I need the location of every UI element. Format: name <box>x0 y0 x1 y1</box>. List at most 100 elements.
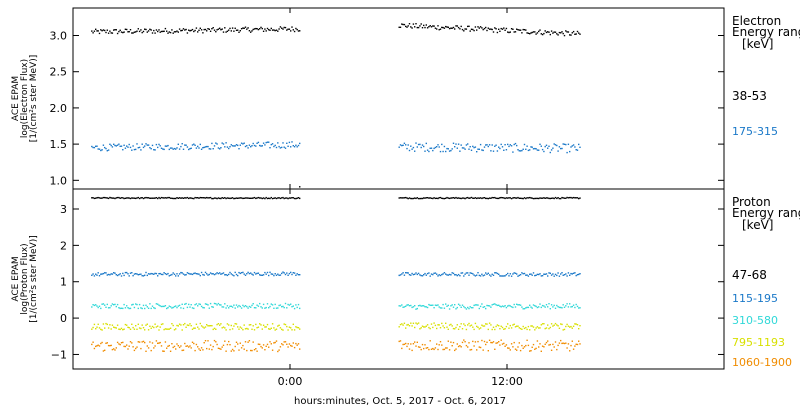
data-point <box>574 345 576 347</box>
data-point <box>548 344 550 346</box>
data-point <box>574 272 576 274</box>
data-point <box>163 305 165 308</box>
data-point <box>426 272 429 275</box>
data-point <box>166 347 168 349</box>
data-point <box>151 325 154 328</box>
data-point <box>155 197 158 199</box>
data-point <box>448 197 451 200</box>
data-point <box>566 323 568 326</box>
data-point <box>147 347 150 349</box>
data-point <box>419 346 421 348</box>
data-point <box>194 272 196 274</box>
data-point <box>452 142 455 144</box>
data-point <box>492 150 495 152</box>
data-point <box>255 197 257 200</box>
data-point <box>508 145 510 148</box>
data-point <box>556 274 558 277</box>
data-point <box>406 26 408 28</box>
y-axis-label: log(Proton Flux) <box>20 243 30 314</box>
data-point <box>215 197 217 199</box>
data-point <box>402 144 404 146</box>
data-point <box>544 197 546 199</box>
data-point <box>538 346 540 348</box>
data-point <box>532 343 535 346</box>
data-point <box>290 303 292 305</box>
data-point <box>93 304 96 307</box>
data-point <box>499 305 501 307</box>
data-point <box>402 23 404 26</box>
data-point <box>544 343 546 345</box>
data-point <box>455 348 457 350</box>
data-point <box>443 145 446 148</box>
data-point <box>543 273 545 275</box>
data-point <box>193 342 195 345</box>
data-point <box>543 305 545 307</box>
data-point <box>483 27 486 30</box>
data-point <box>299 348 301 350</box>
data-point <box>474 146 477 148</box>
data-point <box>277 142 279 144</box>
data-point <box>215 31 217 33</box>
data-point <box>562 342 564 344</box>
data-point <box>401 144 403 147</box>
data-point <box>482 149 484 152</box>
data-point <box>234 27 236 29</box>
data-point <box>521 149 523 152</box>
data-point <box>222 197 225 199</box>
data-point <box>154 272 156 275</box>
data-point <box>197 346 199 348</box>
data-point <box>436 343 438 345</box>
data-point <box>465 308 468 310</box>
data-point <box>535 148 537 150</box>
data-point <box>448 349 451 351</box>
data-point <box>488 339 491 341</box>
data-point <box>406 345 408 348</box>
data-point <box>159 341 161 344</box>
data-point <box>432 326 434 329</box>
data-point <box>531 146 533 148</box>
y-tick-label: 2.0 <box>50 102 68 115</box>
data-point <box>578 143 580 146</box>
data-point <box>256 350 258 352</box>
data-point <box>230 350 232 352</box>
data-point <box>281 306 283 308</box>
data-point <box>198 197 200 199</box>
data-point <box>132 32 134 34</box>
data-point <box>526 197 528 199</box>
data-point <box>439 274 442 277</box>
data-point <box>451 325 453 327</box>
data-point <box>474 304 477 306</box>
data-point <box>516 144 518 147</box>
data-point <box>224 340 226 342</box>
data-point <box>569 196 571 199</box>
data-point <box>464 341 466 343</box>
data-point <box>157 325 159 327</box>
data-point <box>248 272 251 275</box>
data-point <box>483 306 486 308</box>
data-point <box>419 328 421 330</box>
data-point <box>253 307 256 309</box>
data-point <box>281 146 283 149</box>
data-point <box>548 303 550 305</box>
data-point <box>477 304 479 306</box>
data-point <box>238 31 240 33</box>
data-point <box>115 145 117 147</box>
data-point <box>269 271 271 273</box>
data-point <box>155 303 158 305</box>
data-point <box>443 27 446 29</box>
data-point <box>470 307 473 309</box>
data-point <box>167 32 169 34</box>
data-point <box>260 345 262 348</box>
data-point <box>215 273 217 275</box>
data-point <box>472 197 474 199</box>
data-point <box>430 304 433 306</box>
data-point <box>238 304 240 307</box>
data-point <box>570 196 572 199</box>
data-point <box>297 327 300 329</box>
data-point <box>569 34 571 36</box>
data-point <box>416 307 418 310</box>
data-point <box>494 303 496 305</box>
data-point <box>447 304 449 307</box>
data-point <box>485 307 487 310</box>
data-point <box>279 147 282 149</box>
